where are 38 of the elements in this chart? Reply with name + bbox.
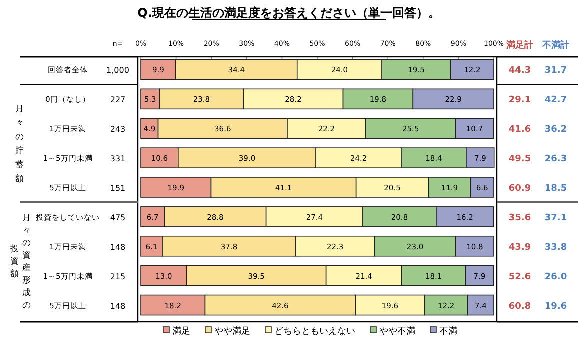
text: 41.6 xyxy=(508,125,532,136)
text: 60.9 xyxy=(508,184,532,194)
text: 151 xyxy=(110,184,126,193)
text: 42.7 xyxy=(544,96,568,106)
text: 475 xyxy=(110,213,126,222)
text: 60.8 xyxy=(508,302,532,312)
text: 215 xyxy=(110,272,126,282)
text: 148 xyxy=(110,302,126,311)
text: 35.6 xyxy=(508,213,532,224)
text: 26.3 xyxy=(544,154,568,165)
text: 243 xyxy=(110,125,126,134)
text: 投資額 xyxy=(10,244,20,280)
text: 31.7 xyxy=(544,66,568,76)
text: 43.9 xyxy=(508,242,532,253)
text: 26.0 xyxy=(544,272,568,282)
text: 19.6 xyxy=(544,302,568,312)
legend-label: やや不満 xyxy=(380,326,416,337)
text: 148 xyxy=(110,242,126,252)
text: 52.6 xyxy=(508,272,532,282)
text: 331 xyxy=(110,154,126,164)
text: 1,000 xyxy=(106,66,130,76)
text: 37.1 xyxy=(544,213,568,224)
text: 36.2 xyxy=(544,125,568,136)
legend-label: 不満 xyxy=(440,326,458,337)
text: 月々の資産形成の xyxy=(22,213,32,311)
legend-label: やや満足 xyxy=(214,326,250,337)
text: 18.5 xyxy=(544,184,568,194)
text: 満足計 xyxy=(506,40,534,51)
text: 49.5 xyxy=(508,154,532,165)
text: 227 xyxy=(110,96,126,105)
legend-label: どちらともいえない xyxy=(274,327,356,337)
legend-label: 満足 xyxy=(172,326,190,337)
text: 44.3 xyxy=(508,66,532,76)
text: 不満計 xyxy=(542,40,570,51)
chart-title: Q.現在の生活の満足度をお答えください（単一回答）。 xyxy=(138,6,440,20)
text: 29.1 xyxy=(508,96,532,106)
text: 月々の貯蓄額 xyxy=(16,104,24,184)
text: 33.8 xyxy=(544,242,568,253)
